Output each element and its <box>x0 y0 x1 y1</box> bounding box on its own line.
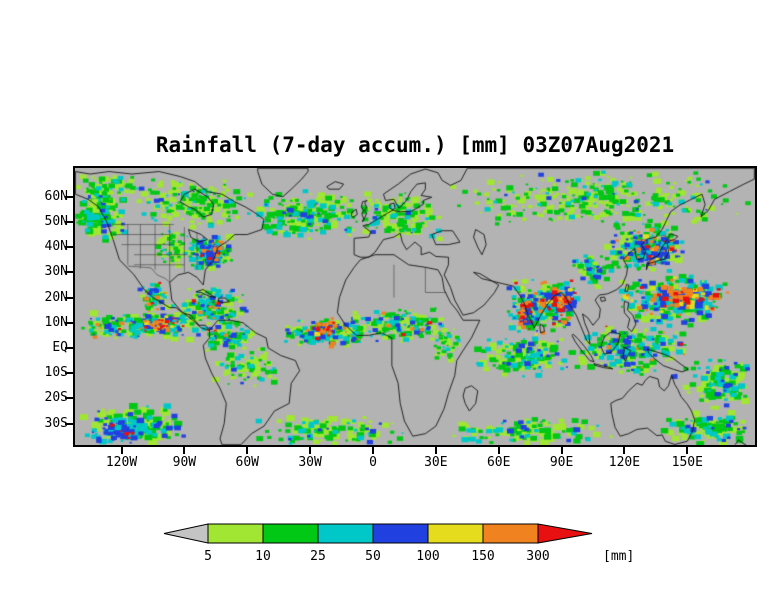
lon-tick-label: 60E <box>486 455 511 470</box>
lat-axis-tick <box>65 246 73 249</box>
lon-axis-tick <box>434 447 437 454</box>
lon-axis-tick <box>371 447 374 454</box>
rainfall-map-canvas <box>75 168 755 445</box>
legend-level-label: 25 <box>310 549 326 564</box>
lon-axis-tick <box>560 447 563 454</box>
lat-tick-label: 50N <box>44 213 68 229</box>
lat-tick-label: EQ <box>52 339 68 355</box>
lat-tick-label: 60N <box>44 188 68 204</box>
lon-tick-label: 30W <box>298 455 322 470</box>
lat-axis-tick <box>65 372 73 375</box>
lon-tick-label: 120W <box>105 455 138 470</box>
legend-color-segment <box>262 523 319 544</box>
legend-level-label: 300 <box>526 549 550 564</box>
lon-axis-tick <box>623 447 626 454</box>
legend-level-label: 150 <box>471 549 495 564</box>
legend-over-arrow <box>537 523 593 544</box>
lon-axis-tick <box>309 447 312 454</box>
lon-tick-label: 90E <box>549 455 574 470</box>
lon-tick-label: 0 <box>369 455 377 470</box>
legend-color-segment <box>207 523 264 544</box>
lat-axis-tick <box>65 346 73 349</box>
lat-axis-tick <box>65 220 73 223</box>
lon-tick-label: 150E <box>671 455 703 470</box>
lat-axis-tick <box>65 422 73 425</box>
lon-axis-tick <box>497 447 500 454</box>
lon-axis-tick <box>246 447 249 454</box>
lon-tick-label: 120E <box>608 455 641 470</box>
lat-axis-tick <box>65 195 73 198</box>
legend-under-arrow <box>163 523 209 544</box>
legend-color-segment <box>317 523 374 544</box>
lat-axis-tick <box>65 271 73 274</box>
legend-color-segment <box>427 523 484 544</box>
lon-axis-tick <box>686 447 689 454</box>
lat-axis-tick <box>65 397 73 400</box>
lat-tick-label: 40N <box>44 239 68 255</box>
lon-tick-label: 90W <box>172 455 197 470</box>
legend-color-segment <box>482 523 539 544</box>
legend-level-label: 10 <box>255 549 271 564</box>
legend-level-label: 50 <box>365 549 381 564</box>
color-scale-bar <box>163 523 593 544</box>
lon-tick-label: 30E <box>424 455 448 470</box>
chart-title: Rainfall (7-day accum.) [mm] 03Z07Aug202… <box>155 133 675 157</box>
lat-axis-tick <box>65 321 73 324</box>
lat-tick-label: 30N <box>44 264 68 280</box>
legend-level-label: 100 <box>416 549 440 564</box>
lat-tick-label: 10S <box>44 365 68 381</box>
lon-axis-tick <box>183 447 186 454</box>
legend-unit-label: [mm] <box>603 549 635 564</box>
legend-color-segment <box>372 523 429 544</box>
lon-tick-label: 60W <box>235 455 259 470</box>
lat-axis-tick <box>65 296 73 299</box>
lat-tick-label: 30S <box>44 415 68 431</box>
legend-level-label: 5 <box>204 549 212 564</box>
lat-tick-label: 20N <box>44 289 68 305</box>
lat-tick-label: 20S <box>44 390 68 406</box>
lat-tick-label: 10N <box>44 314 68 330</box>
lon-axis-tick <box>120 447 123 454</box>
